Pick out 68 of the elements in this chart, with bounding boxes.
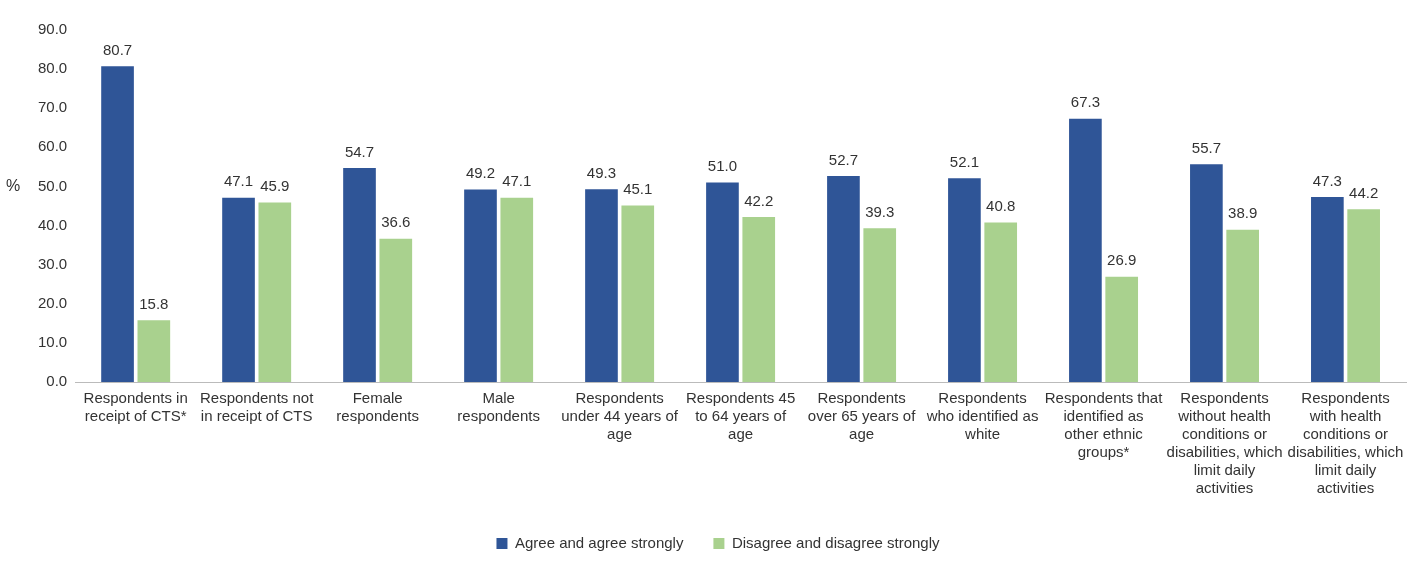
bar: [863, 228, 897, 382]
y-tick-label: 80.0: [37, 59, 68, 77]
x-tick-label: Respondents with health conditions or disabilities, which limit daily activities: [1287, 389, 1404, 497]
data-label: 52.7: [828, 150, 859, 168]
bar: [621, 205, 655, 382]
bar: [500, 197, 534, 382]
y-tick-label: 30.0: [37, 254, 68, 272]
bar: [258, 202, 292, 382]
bar: [742, 216, 776, 382]
bar: [1226, 229, 1260, 382]
bar: [222, 197, 255, 382]
x-tick-label: Respondents not in receipt of CTS: [199, 389, 315, 425]
bar: [948, 178, 981, 382]
bar: [1105, 276, 1139, 382]
bar: [1311, 197, 1344, 382]
data-label: 67.3: [1070, 93, 1100, 111]
y-tick-label: 40.0: [37, 215, 68, 233]
bar: [706, 182, 739, 382]
y-tick-label: 60.0: [37, 137, 68, 155]
data-label: 26.9: [1107, 251, 1137, 269]
y-tick-label: 20.0: [37, 293, 68, 311]
data-label: 45.1: [623, 180, 653, 198]
data-label: 49.2: [465, 164, 496, 182]
data-label: 45.9: [260, 177, 290, 195]
bar: [101, 66, 134, 382]
bar: [464, 189, 497, 382]
bar: [379, 238, 413, 382]
data-label: 52.1: [949, 152, 980, 170]
y-axis-title: %: [6, 176, 21, 194]
y-tick-label: 90.0: [37, 20, 68, 38]
data-label: 44.2: [1349, 183, 1379, 201]
y-tick-label: 10.0: [37, 333, 68, 351]
bar: [1347, 209, 1380, 382]
bar: [984, 222, 1018, 382]
data-label: 36.6: [381, 213, 411, 231]
x-tick-label: Respondents without health conditions or disabilities, which limit daily activities: [1166, 389, 1283, 497]
bar: [343, 168, 376, 382]
x-tick-label: Respondents who identified as white: [925, 389, 1039, 443]
x-tick-label: Male respondents: [457, 389, 540, 425]
y-tick-label: 50.0: [37, 176, 68, 194]
x-tick-label: Respondents that identified as other ethnic groups*: [1044, 389, 1164, 461]
data-label: 42.2: [744, 191, 774, 209]
bar: [1190, 164, 1223, 382]
data-label: 47.3: [1312, 171, 1342, 189]
bar: [827, 175, 860, 382]
legend-label: Disagree and disagree strongly: [731, 533, 941, 551]
bar: [585, 189, 618, 382]
data-label: 51.0: [707, 157, 738, 175]
x-tick-label: Respondents under 44 years of age: [561, 389, 679, 443]
data-label: 55.7: [1191, 138, 1221, 156]
y-tick-label: 0.0: [46, 372, 68, 390]
bar: [1069, 118, 1102, 382]
x-tick-label: Female respondents: [336, 389, 419, 425]
data-label: 15.8: [139, 294, 169, 312]
data-label: 47.1: [223, 172, 254, 190]
data-label: 80.7: [102, 41, 133, 59]
data-label: 40.8: [986, 197, 1016, 215]
data-label: 49.3: [586, 163, 617, 181]
bar: [137, 320, 171, 382]
data-label: 47.1: [502, 172, 532, 190]
x-tick-label: Respondents in receipt of CTS*: [83, 389, 188, 425]
x-tick-label: Respondents over 65 years of age: [807, 389, 917, 443]
legend-label: Agree and agree strongly: [514, 533, 684, 551]
data-label: 54.7: [344, 142, 375, 160]
x-tick-label: Respondents 45 to 64 years of age: [685, 389, 796, 443]
data-label: 38.9: [1228, 204, 1258, 222]
data-label: 39.3: [865, 202, 895, 220]
y-tick-label: 70.0: [37, 98, 68, 116]
